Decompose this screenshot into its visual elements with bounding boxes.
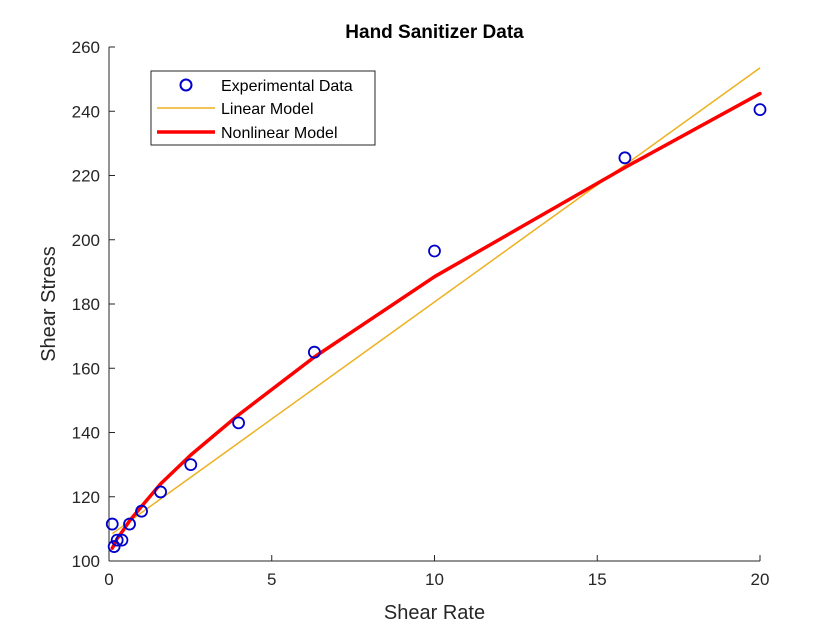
data-point xyxy=(105,517,119,531)
x-tick-label: 0 xyxy=(104,570,113,589)
data-point xyxy=(110,533,124,547)
x-tick-label: 15 xyxy=(588,570,607,589)
chart-title: Hand Sanitizer Data xyxy=(345,22,524,43)
y-tick-label: 200 xyxy=(72,231,100,250)
series-layer xyxy=(105,67,767,553)
data-point xyxy=(307,345,321,359)
legend-label-nonlinear: Nonlinear Model xyxy=(221,125,338,142)
y-tick-label: 260 xyxy=(72,38,100,57)
x-tick-label: 5 xyxy=(267,570,276,589)
linear-model-line xyxy=(111,67,761,535)
y-tick-label: 240 xyxy=(72,102,100,121)
data-point xyxy=(115,533,129,547)
data-point xyxy=(184,458,198,472)
data-point xyxy=(618,151,632,165)
data-point xyxy=(135,504,148,518)
y-tick-label: 100 xyxy=(72,552,100,571)
axes: 0 5 10 15 20 100 120 140 160 180 200 220 240 260 xyxy=(72,38,770,589)
data-point xyxy=(428,244,441,258)
x-axis-label: Shear Rate xyxy=(384,602,485,624)
y-tick-label: 160 xyxy=(72,359,100,378)
legend-marker-experimental xyxy=(179,78,193,92)
legend: Experimental Data Linear Model Nonlinear… xyxy=(150,70,376,146)
y-tick-label: 220 xyxy=(72,167,100,186)
legend-label-experimental: Experimental Data xyxy=(221,78,353,95)
data-point xyxy=(107,540,121,553)
data-point xyxy=(232,416,245,430)
x-tick-label: 20 xyxy=(751,570,770,589)
y-tick-label: 140 xyxy=(72,424,100,443)
data-point xyxy=(123,517,136,531)
data-point xyxy=(154,485,167,499)
y-tick-label: 120 xyxy=(72,488,100,507)
x-tick-label: 10 xyxy=(425,570,444,589)
y-tick-label: 180 xyxy=(72,295,100,314)
legend-label-linear: Linear Model xyxy=(221,101,314,118)
y-axis-label: Shear Stress xyxy=(38,246,60,362)
data-point xyxy=(753,103,767,117)
